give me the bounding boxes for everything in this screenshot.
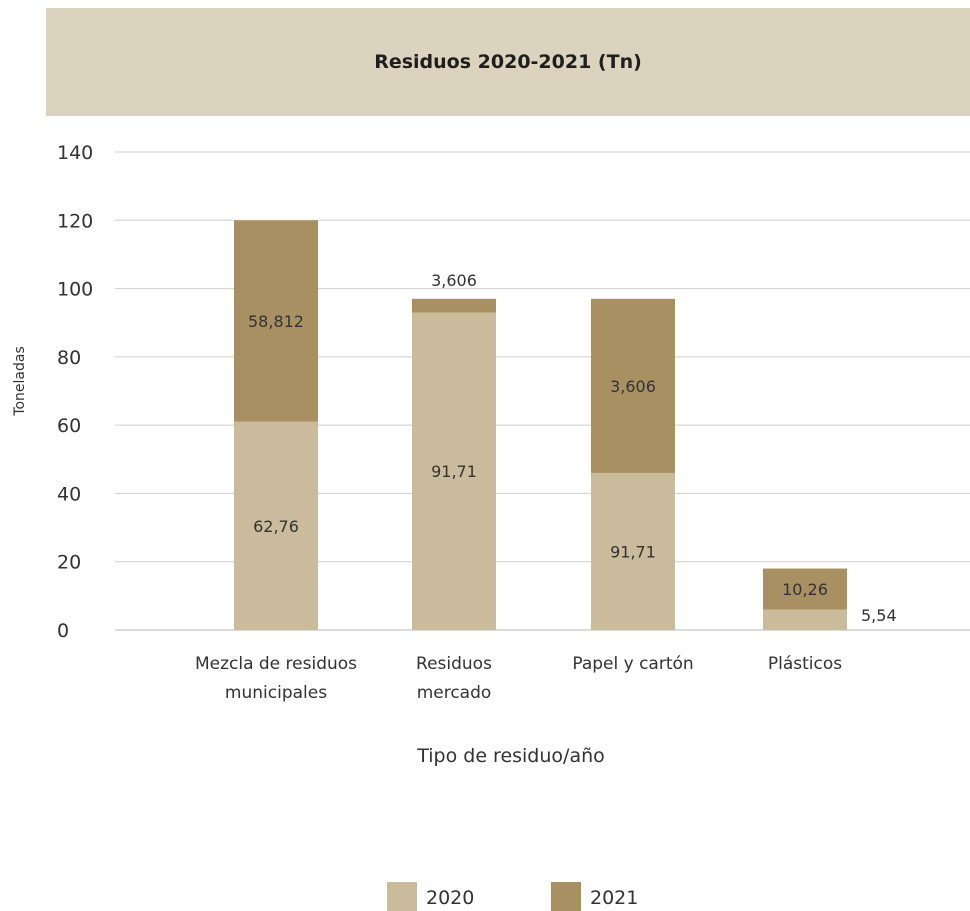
chart-title: Residuos 2020-2021 (Tn) (374, 51, 642, 73)
legend: 2020 2021 (387, 882, 638, 911)
category-label-0-line-0: Mezcla de residuos (195, 654, 357, 674)
legend-label-2021: 2021 (590, 887, 638, 909)
x-axis-categories: Mezcla de residuos municipales Residuos mer… (195, 654, 842, 703)
title-band-background (46, 8, 970, 116)
category-label-0-line-1: municipales (225, 683, 327, 703)
y-tick-label-100: 100 (57, 279, 93, 301)
y-tick-label-20: 20 (57, 552, 81, 574)
data-label-1-series-2021: 3,606 (431, 271, 477, 290)
data-labels: 62,76 58,812 91,71 3,606 91,71 3,606 5,54 10,26 (248, 271, 897, 625)
category-label-2-line-0: Papel y cartón (572, 654, 693, 674)
data-label-3-series-2021: 10,26 (782, 580, 828, 599)
data-label-0-series-2021: 58,812 (248, 312, 304, 331)
legend-swatch-2020 (387, 882, 417, 911)
bar-1-series-2021 (412, 298, 496, 313)
y-tick-label-60: 60 (57, 415, 81, 437)
y-tick-label-0: 0 (57, 620, 69, 642)
bar-1-series-2020 (412, 312, 496, 630)
bar-3-series-2021 (763, 568, 847, 610)
bar-0-series-2021 (234, 220, 318, 422)
bar-2-series-2021 (591, 298, 675, 473)
chart-title-band: Residuos 2020-2021 (Tn) (46, 8, 970, 116)
bars (234, 220, 847, 630)
data-label-3-series-2020: 5,54 (861, 606, 897, 625)
bar-2-series-2020 (591, 472, 675, 630)
legend-swatch-2021 (551, 882, 581, 911)
category-label-3-line-0: Plásticos (768, 654, 842, 674)
data-label-0-series-2020: 62,76 (253, 517, 299, 536)
bar-0-series-2020 (234, 421, 318, 630)
x-axis-title: Tipo de residuo/año (416, 745, 605, 767)
category-label-1-line-1: mercado (417, 683, 492, 703)
title-band-rect (46, 8, 970, 116)
data-label-2-series-2021: 3,606 (610, 377, 656, 396)
y-tick-label-120: 120 (57, 210, 93, 232)
y-axis-title: Toneladas (12, 346, 28, 416)
y-tick-label-40: 40 (57, 483, 81, 505)
y-tick-label-140: 140 (57, 142, 93, 164)
data-label-2-series-2020: 91,71 (610, 542, 656, 561)
y-tick-label-80: 80 (57, 347, 81, 369)
category-label-1-line-0: Residuos (416, 654, 492, 674)
bar-3-series-2020 (763, 609, 847, 630)
legend-label-2020: 2020 (426, 887, 474, 909)
y-axis-ticks: 0 20 40 60 80 100 120 140 (57, 142, 93, 642)
data-label-1-series-2020: 91,71 (431, 462, 477, 481)
